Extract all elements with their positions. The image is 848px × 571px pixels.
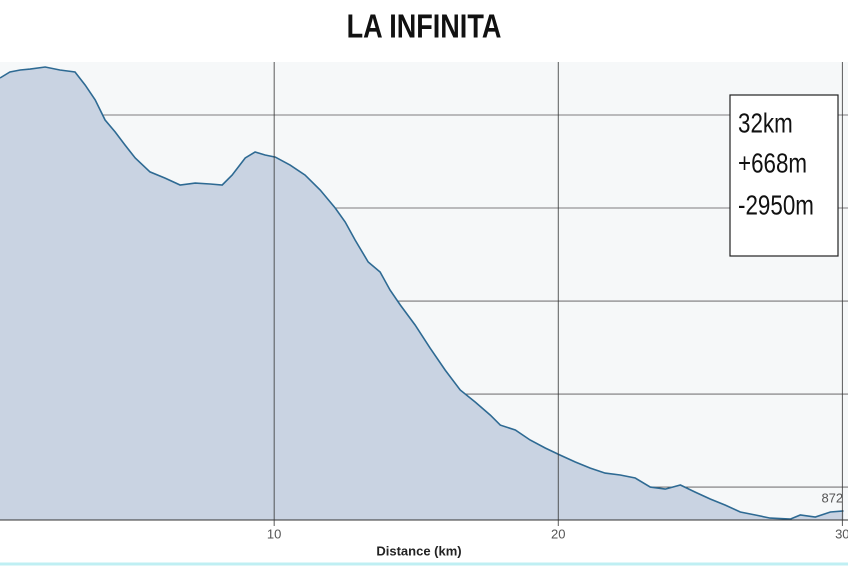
title-group: LA INFINITA [347,9,502,45]
end-value-label: 872 [821,490,843,505]
elevation-area [0,67,844,520]
x-axis-label: Distance (km) [376,543,461,558]
elevation-line [0,66,844,520]
x-tick-label: 30 [835,526,848,541]
x-tick-label: 10 [267,526,281,541]
x-tick-label: 20 [551,526,565,541]
stat-loss: -2950m [738,190,814,221]
stat-gain: +668m [738,148,807,179]
chart-title: LA INFINITA [347,9,502,45]
stat-distance: 32km [738,108,793,139]
stats-text: 32km +668m -2950m [738,108,814,221]
plot [0,66,848,520]
stats-box [729,94,839,257]
